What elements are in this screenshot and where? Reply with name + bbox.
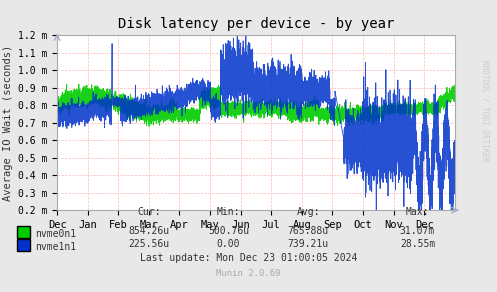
Text: nvme0n1: nvme0n1 xyxy=(35,229,76,239)
Text: RRDTOOL / TOBI OETIKER: RRDTOOL / TOBI OETIKER xyxy=(481,60,490,162)
Text: Munin 2.0.69: Munin 2.0.69 xyxy=(216,269,281,278)
Text: Cur:: Cur: xyxy=(137,207,161,217)
Text: Min:: Min: xyxy=(217,207,241,217)
Text: Last update: Mon Dec 23 01:00:05 2024: Last update: Mon Dec 23 01:00:05 2024 xyxy=(140,253,357,263)
Text: 739.21u: 739.21u xyxy=(288,239,329,249)
Text: 225.56u: 225.56u xyxy=(129,239,169,249)
Title: Disk latency per device - by year: Disk latency per device - by year xyxy=(118,17,394,31)
Y-axis label: Average IO Wait (seconds): Average IO Wait (seconds) xyxy=(2,44,12,201)
Text: Avg:: Avg: xyxy=(296,207,320,217)
Text: Max:: Max: xyxy=(406,207,429,217)
Text: 28.55m: 28.55m xyxy=(400,239,435,249)
Text: 0.00: 0.00 xyxy=(217,239,241,249)
Text: 31.07m: 31.07m xyxy=(400,226,435,236)
Text: 854.26u: 854.26u xyxy=(129,226,169,236)
Text: 765.88u: 765.88u xyxy=(288,226,329,236)
Text: nvme1n1: nvme1n1 xyxy=(35,242,76,252)
Text: 500.76u: 500.76u xyxy=(208,226,249,236)
